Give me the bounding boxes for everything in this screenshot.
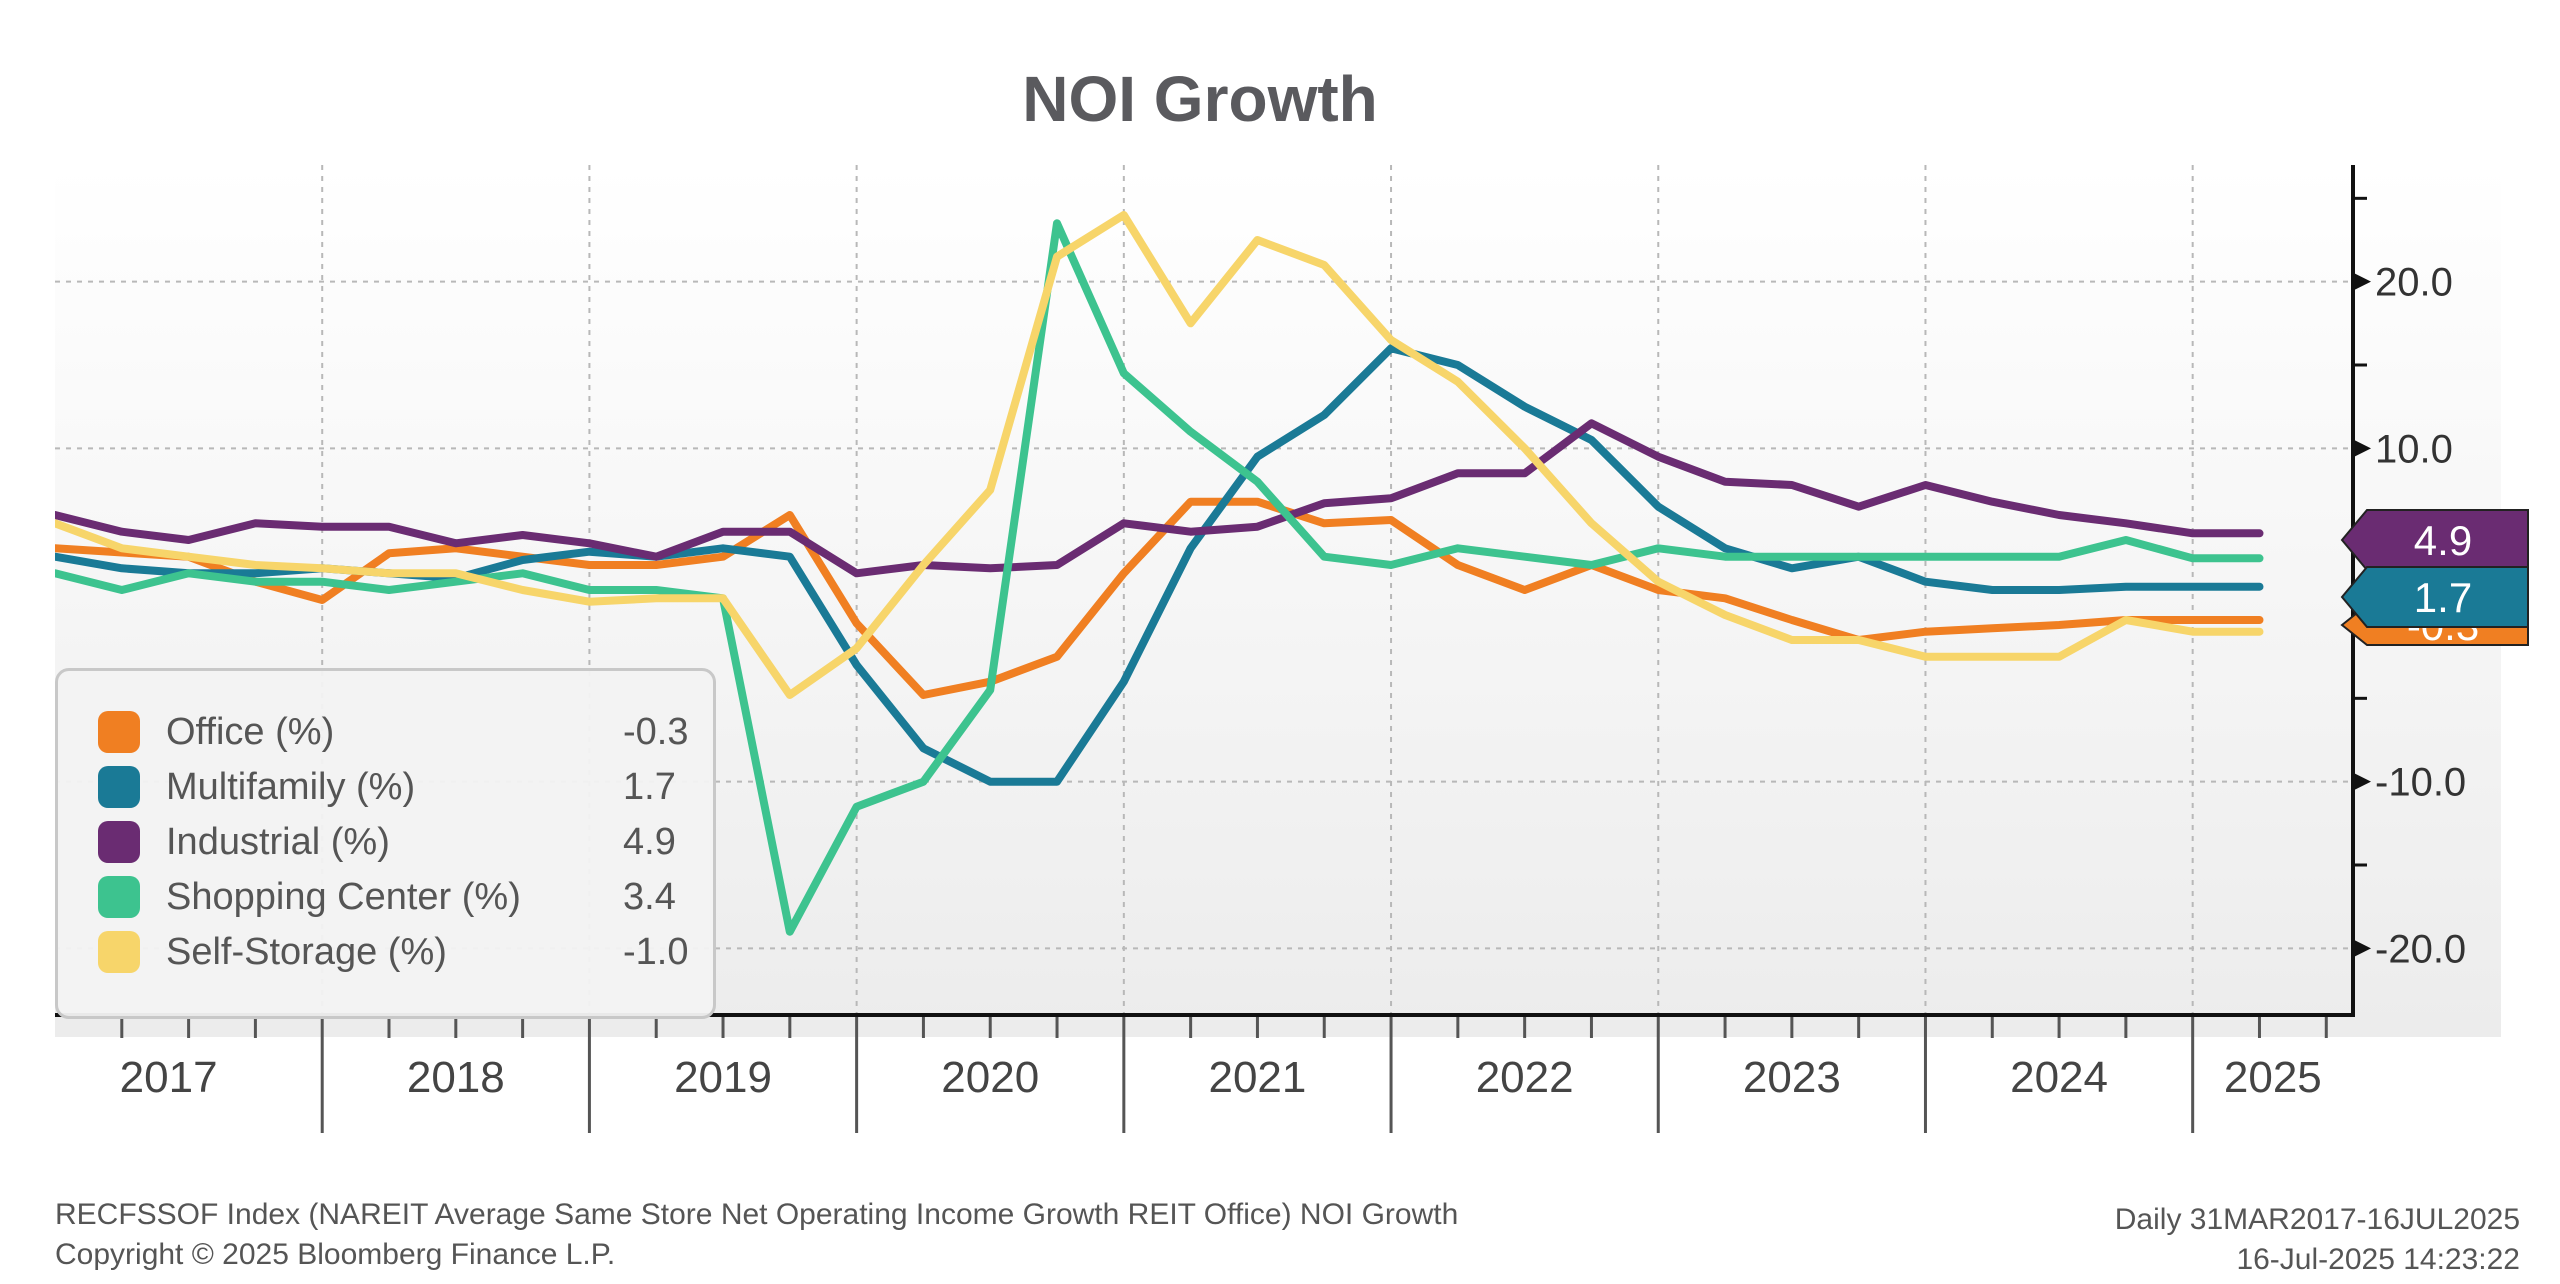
legend-swatch-self-storage: [98, 931, 140, 973]
series-lines: [55, 211, 2264, 936]
footer-left: RECFSSOF Index (NAREIT Average Same Stor…: [55, 1195, 1458, 1275]
value-tag-label: 1.7: [2414, 574, 2472, 621]
last-value-labels: -0.34.91.7: [2340, 509, 2529, 649]
y-tick-label: 10.0: [2375, 427, 2453, 471]
chart-title: NOI Growth: [1022, 63, 1378, 135]
legend-label: Shopping Center (%): [166, 876, 521, 918]
y-tick-label: 20.0: [2375, 261, 2453, 305]
series-line-3: [55, 219, 2264, 936]
legend-swatch-multifamily: [98, 766, 140, 808]
y-tick-label: -20.0: [2375, 927, 2466, 971]
footer-copyright: Copyright © 2025 Bloomberg Finance L.P.: [55, 1238, 616, 1271]
legend-label: Office (%): [166, 711, 335, 753]
footer-description: RECFSSOF Index (NAREIT Average Same Stor…: [55, 1198, 1459, 1231]
x-tick-label: 2017: [120, 1053, 218, 1102]
legend-item-multifamily[interactable]: Multifamily (%) 1.7: [98, 762, 698, 812]
value-tag-bg: [2340, 509, 2529, 571]
y-tick-arrow: [2353, 939, 2371, 958]
legend-swatch-shopping-center: [98, 876, 140, 918]
axes: 20.0 10.0 -10.0 -20.0 2017 2018 2019 2020 2021 20…: [55, 165, 2466, 1133]
legend-swatch-office: [98, 711, 140, 753]
x-tick-label: 2022: [1476, 1053, 1574, 1102]
x-tick-label: 2023: [1743, 1053, 1841, 1102]
y-tick-arrow: [2353, 772, 2371, 791]
y-tick-label: -10.0: [2375, 761, 2466, 805]
legend-label: Industrial (%): [166, 821, 390, 863]
x-tick-label: 2020: [941, 1053, 1039, 1102]
legend-item-industrial[interactable]: Industrial (%) 4.9: [98, 817, 698, 867]
legend-value: 3.4: [623, 876, 676, 918]
x-tick-label: 2024: [2010, 1053, 2108, 1102]
legend-item-shopping-center[interactable]: Shopping Center (%) 3.4: [98, 872, 698, 922]
x-tick-label: 2018: [407, 1053, 505, 1102]
legend-value: -0.3: [623, 711, 689, 753]
legend-value: -1.0: [623, 931, 689, 973]
y-tick-arrow: [2353, 439, 2371, 458]
series-line-4: [55, 211, 2264, 699]
x-tick-label: 2019: [674, 1053, 772, 1102]
footer-timestamp: 16-Jul-2025 14:23:22: [2236, 1243, 2520, 1276]
value-tag-label: 4.9: [2414, 517, 2472, 564]
series-line-2: [55, 419, 2264, 578]
legend-value: 1.7: [623, 766, 676, 808]
legend-value: 4.9: [623, 821, 676, 863]
legend-label: Multifamily (%): [166, 766, 416, 808]
x-tick-label: 2021: [1208, 1053, 1306, 1102]
value-tag-bg: [2340, 566, 2529, 628]
legend-label: Self-Storage (%): [166, 931, 447, 973]
legend-item-self-storage[interactable]: Self-Storage (%) -1.0: [98, 927, 698, 977]
footer-date-range: Daily 31MAR2017-16JUL2025: [2114, 1203, 2520, 1236]
series-line-0: [55, 497, 2264, 699]
footer-right: Daily 31MAR2017-16JUL2025 16-Jul-2025 14…: [2115, 1200, 2520, 1280]
legend: Office (%) -0.3 Multifamily (%) 1.7 Indu…: [55, 668, 716, 1019]
x-tick-label: 2025: [2224, 1053, 2322, 1102]
legend-swatch-industrial: [98, 821, 140, 863]
y-tick-arrow: [2353, 272, 2371, 291]
legend-item-office[interactable]: Office (%) -0.3: [98, 707, 698, 757]
